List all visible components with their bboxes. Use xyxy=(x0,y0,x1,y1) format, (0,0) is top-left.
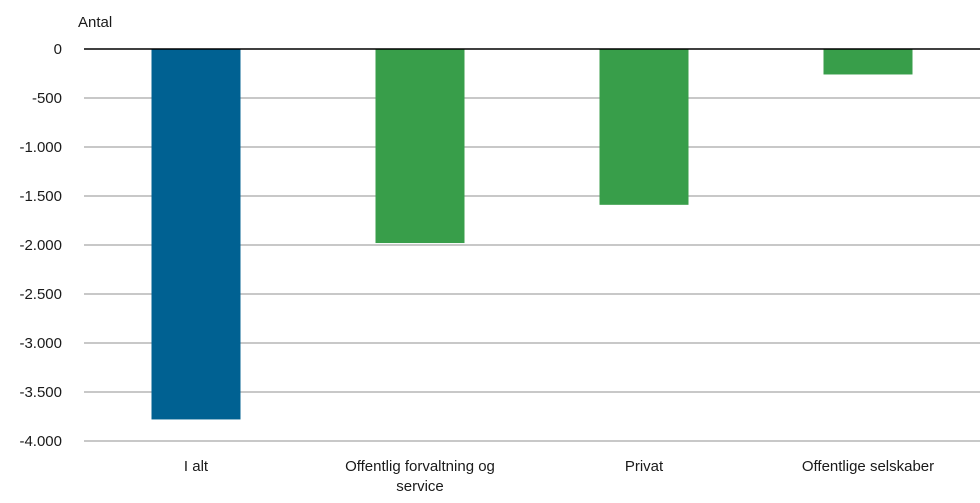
y-axis-tick-labels: 0 -500 -1.000 -1.500 -2.000 -2.500 -3.000 -3.50… xyxy=(19,41,62,450)
category-label: Privat xyxy=(625,458,664,475)
bar-1 xyxy=(151,49,241,420)
y-tick-label: -2.000 xyxy=(19,237,62,254)
category-label: Offentlige selskaber xyxy=(802,458,934,475)
y-tick-label: 0 xyxy=(54,41,62,58)
y-axis-unit-label: Antal xyxy=(78,14,112,31)
bar-2 xyxy=(375,49,465,244)
y-tick-label: -2.500 xyxy=(19,286,62,303)
category-label: I alt xyxy=(184,458,209,475)
y-tick-label: -500 xyxy=(32,90,62,107)
y-tick-label: -1.500 xyxy=(19,188,62,205)
y-tick-label: -4.000 xyxy=(19,433,62,450)
y-tick-label: -3.500 xyxy=(19,384,62,401)
y-tick-label: -3.000 xyxy=(19,335,62,352)
bar-3 xyxy=(599,49,689,205)
category-labels: I alt Offentlig forvaltning og service Priv… xyxy=(184,458,934,495)
y-tick-label: -1.000 xyxy=(19,139,62,156)
category-label: Offentlig forvaltning og service xyxy=(345,458,495,495)
bars xyxy=(151,49,913,420)
bar-4 xyxy=(823,49,913,75)
